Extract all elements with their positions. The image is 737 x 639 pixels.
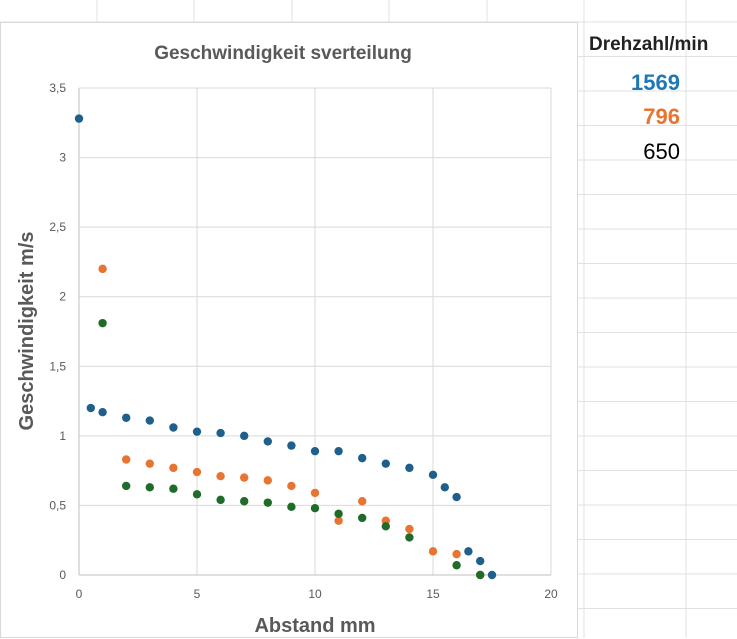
x-axis-label: Abstand mm	[254, 615, 375, 637]
series-1-point	[334, 446, 343, 456]
series-3-point	[169, 484, 178, 493]
series-2-point	[240, 473, 249, 482]
series-3-point	[192, 490, 202, 499]
y-tick-label: 1,5	[49, 359, 66, 373]
series-2-point	[145, 459, 154, 468]
series-1-point	[381, 459, 390, 468]
x-tick-label: 20	[544, 587, 558, 601]
series-1-point	[464, 547, 473, 556]
series-1-point	[310, 446, 320, 456]
legend-entry-650[interactable]: 650	[643, 139, 680, 164]
series-2-point	[334, 516, 343, 525]
series-2-point	[122, 455, 131, 464]
series-2-point	[428, 547, 438, 556]
series-2-point	[358, 497, 367, 506]
x-tick-label: 10	[308, 587, 322, 601]
series-1-point	[98, 408, 107, 417]
series-2-point	[452, 549, 461, 559]
y-tick-label: 3	[59, 151, 66, 165]
chart-title: Geschwindigkeit sverteilung	[154, 43, 412, 64]
series-3-point	[452, 561, 461, 570]
x-tick-label: 0	[76, 587, 83, 601]
series-3-point	[287, 502, 296, 512]
series-1-point	[428, 470, 438, 480]
series-2-point	[216, 472, 225, 481]
series-1-point	[74, 114, 84, 123]
series-3-point	[122, 481, 131, 491]
series-3-point	[381, 522, 390, 531]
series-1-point	[476, 556, 485, 566]
series-3-point	[405, 533, 414, 542]
series-1-point	[287, 441, 296, 450]
series-1-point	[122, 413, 131, 422]
series-2-point	[98, 264, 107, 274]
series-2-point	[405, 524, 414, 534]
x-tick-label: 15	[426, 587, 440, 601]
y-tick-label: 2,5	[49, 220, 66, 234]
series-3-point	[240, 497, 249, 506]
y-tick-label: 0,5	[49, 498, 66, 512]
series-1-point	[358, 453, 367, 463]
series-2-point	[169, 463, 178, 473]
scatter-chart: 0 5 10 15 20 0 0,5 1 1,5 2 2,5 3 3,5 Geschwindigkeit …	[16, 43, 558, 637]
y-tick-label: 0	[59, 568, 66, 582]
chart-area[interactable]: 0 5 10 15 20 0 0,5 1 1,5 2 2,5 3 3,5 Geschwindigkeit …	[0, 22, 578, 638]
series-1-point	[169, 423, 178, 432]
series-1-point	[216, 428, 225, 438]
series-1-point	[86, 403, 96, 413]
series-1-point	[487, 570, 497, 580]
legend-entry-1569[interactable]: 1569	[631, 70, 680, 95]
series-1-point	[263, 437, 272, 446]
series-2-point	[287, 481, 296, 491]
series-3-point	[145, 483, 154, 492]
series-3-point	[476, 570, 485, 580]
series-3-point	[310, 504, 320, 513]
y-tick-label: 2	[59, 290, 66, 304]
series-3-point	[263, 498, 272, 507]
series-1-point	[452, 492, 461, 502]
series-2-point	[192, 467, 202, 477]
series-1-point	[145, 416, 154, 425]
y-tick-label: 1	[59, 429, 66, 443]
series-3-point	[334, 509, 343, 518]
series-1-point	[440, 483, 449, 492]
legend-header: Drehzahl/min	[589, 34, 709, 55]
series-3-point	[358, 513, 367, 523]
series-1-point	[240, 431, 249, 441]
series-2-point	[263, 476, 272, 485]
series-1-point	[192, 427, 202, 436]
series-3-point	[216, 495, 225, 505]
series-3-point	[98, 318, 107, 328]
x-tick-label: 5	[194, 587, 201, 601]
series-1-point	[405, 463, 414, 473]
y-axis-label: Geschwindigkeit m/s	[16, 232, 38, 431]
legend-entry-796[interactable]: 796	[643, 104, 680, 129]
series-2-point	[310, 488, 320, 498]
y-tick-label: 3,5	[49, 81, 66, 95]
